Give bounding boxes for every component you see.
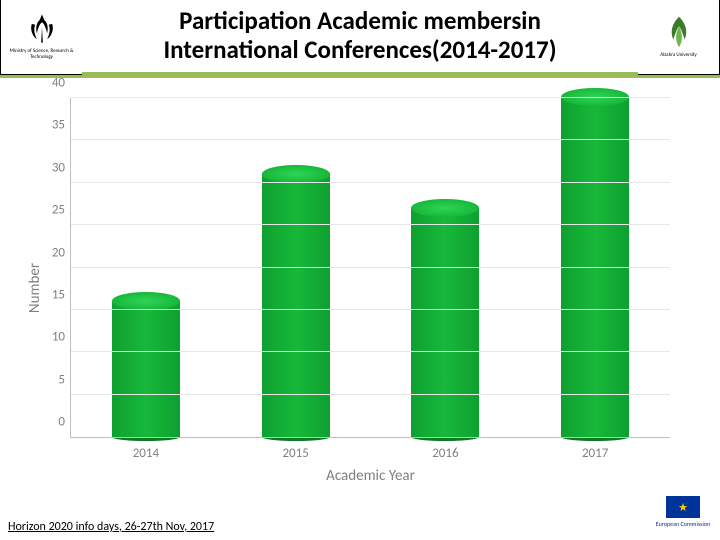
x-tick-label: 2014 <box>101 446 191 461</box>
y-tick-label: 30 <box>39 160 65 175</box>
grid-line <box>71 139 670 140</box>
grid-line <box>71 182 670 183</box>
bar-top <box>411 199 479 217</box>
ministry-logo: Ministry of Science, Research & Technolo… <box>0 0 82 75</box>
university-caption: Alzahra University <box>660 53 697 59</box>
bar-slot <box>251 174 341 438</box>
y-tick-label: 0 <box>39 415 65 430</box>
x-labels: 2014 2015 2016 2017 <box>71 446 670 461</box>
title-line2: International Conferences(2014-2017) <box>163 34 556 65</box>
ec-label: European Commission <box>656 520 710 528</box>
bar <box>411 208 479 438</box>
y-tick-label: 10 <box>39 330 65 345</box>
bars-group <box>71 98 670 437</box>
grid-line <box>71 267 670 268</box>
bar-top <box>262 165 330 183</box>
ec-logo: ★ European Commission <box>654 496 712 536</box>
iran-emblem-icon <box>25 12 59 46</box>
bar-front <box>262 174 330 438</box>
grid-line <box>71 224 670 225</box>
grid-line <box>71 97 670 98</box>
ministry-caption: Ministry of Science, Research & Technolo… <box>3 49 80 60</box>
x-tick-label: 2017 <box>550 446 640 461</box>
x-axis-label: Academic Year <box>71 467 670 485</box>
y-tick-label: 15 <box>39 287 65 302</box>
university-logo: Alzahra University <box>638 0 720 75</box>
chart-container: Number 2014201520162017 Academic Year 05… <box>0 78 720 498</box>
y-tick-label: 20 <box>39 245 65 260</box>
footer-text: Horizon 2020 info days, 26-27th Nov, 201… <box>8 520 214 534</box>
y-tick-label: 35 <box>39 118 65 133</box>
y-tick-label: 40 <box>39 76 65 91</box>
grid-line <box>71 351 670 352</box>
bar-front <box>112 301 180 437</box>
y-tick-label: 5 <box>39 372 65 387</box>
slide-title: Participation Academic membersin Interna… <box>82 7 638 65</box>
eu-flag-icon: ★ <box>666 496 700 518</box>
bar-slot <box>101 301 191 437</box>
x-tick-label: 2016 <box>400 446 490 461</box>
grid-line <box>71 394 670 395</box>
x-tick-label: 2015 <box>251 446 341 461</box>
bar <box>112 301 180 437</box>
chart-plot: 2014201520162017 Academic Year 051015202… <box>70 98 670 438</box>
bar <box>262 174 330 438</box>
grid-line <box>71 309 670 310</box>
slide-header: Ministry of Science, Research & Technolo… <box>0 0 720 78</box>
bar-slot <box>400 208 490 438</box>
title-line1: Participation Academic membersin <box>179 5 541 36</box>
bar-top <box>112 292 180 310</box>
bar-front <box>411 208 479 438</box>
y-tick-label: 25 <box>39 203 65 218</box>
alzahra-emblem-icon <box>660 13 698 51</box>
